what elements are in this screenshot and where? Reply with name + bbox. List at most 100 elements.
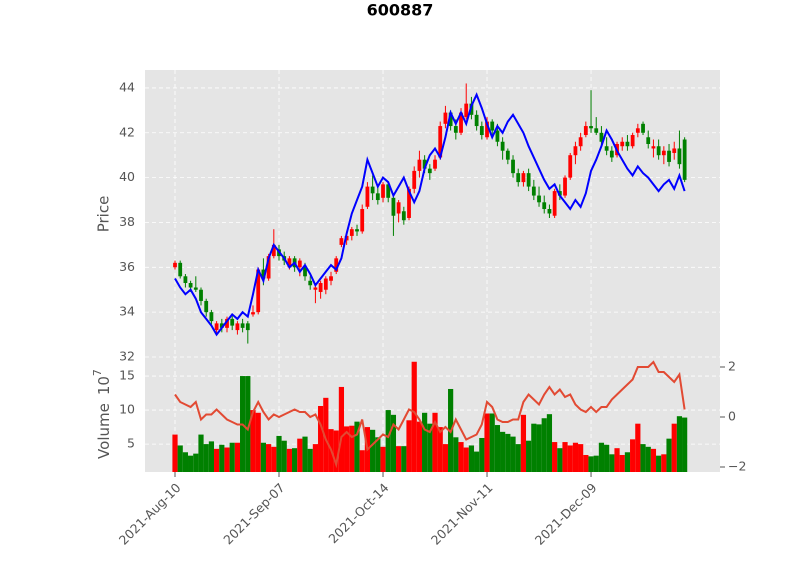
volume-bar <box>526 440 532 472</box>
y2-tick-label: −2 <box>728 459 746 474</box>
candle-body <box>323 278 328 290</box>
volume-bar <box>281 440 287 472</box>
moving-average-line <box>174 92 686 337</box>
candle-body <box>396 202 401 214</box>
marks <box>172 83 688 472</box>
volume-bar <box>437 427 443 472</box>
candle-body <box>339 238 344 245</box>
volume-tick-label: 15 <box>119 368 135 383</box>
volume-bar <box>432 412 438 472</box>
candle-body <box>349 229 354 236</box>
volume-bar <box>474 451 480 472</box>
candle-body <box>474 114 479 127</box>
candle-body <box>370 186 375 194</box>
candle-body <box>594 128 599 133</box>
volume-bar <box>676 416 683 472</box>
x-tick-label: 2021-Aug-10 <box>116 480 184 548</box>
candle-body <box>225 318 229 328</box>
volume-bar <box>245 376 251 472</box>
candle-body <box>355 229 359 232</box>
volume-bar <box>234 442 241 472</box>
y-tick-label: 40 <box>119 169 135 184</box>
candle-body <box>375 193 380 201</box>
volume-bar <box>583 454 589 472</box>
candle-body <box>526 173 531 187</box>
volume-bar <box>422 412 428 472</box>
y-tick-label: 42 <box>119 124 135 139</box>
volume-bar <box>536 424 542 472</box>
y2-tick-label: 2 <box>728 359 736 374</box>
candle-body <box>193 287 198 290</box>
volume-bar <box>385 410 391 472</box>
volume-tick-label: 10 <box>119 402 135 417</box>
candle-body <box>620 141 625 147</box>
candle-body <box>609 150 614 158</box>
volume-bar <box>390 414 397 472</box>
volume-multiplier: 10 <box>95 376 113 395</box>
volume-bar <box>650 448 657 472</box>
volume-label: Volume <box>95 403 113 459</box>
volume-bar <box>598 442 605 472</box>
candle-body <box>318 283 323 292</box>
volume-bar <box>338 386 345 472</box>
volume-bar <box>567 445 573 472</box>
candle-body <box>443 112 448 124</box>
y-tick-label: 44 <box>119 79 135 94</box>
candle-body <box>334 258 339 272</box>
candle-body <box>568 155 573 178</box>
volume-bar <box>401 446 407 472</box>
volume-exponent: 7 <box>91 369 104 376</box>
candle-body <box>219 323 224 328</box>
candle-body <box>677 148 682 165</box>
volume-bar <box>286 448 293 472</box>
candle-body <box>552 191 557 216</box>
candle-body <box>365 186 370 207</box>
candle-body <box>422 159 427 169</box>
candle-body <box>490 121 495 131</box>
candle-body <box>604 146 609 151</box>
volume-bar <box>188 455 194 472</box>
candle-body <box>245 323 250 331</box>
volume-bar <box>588 456 594 472</box>
volume-bar <box>276 435 282 472</box>
volume-bar <box>193 453 199 472</box>
candle-body <box>589 126 593 129</box>
candle-body <box>271 244 276 257</box>
candle-body <box>391 197 396 216</box>
x-tick-label: 2021-Nov-11 <box>428 480 496 548</box>
x-tick-label: 2021-Sep-07 <box>220 480 287 547</box>
volume-bar <box>224 447 230 472</box>
volume-bar <box>640 444 646 472</box>
candle-body <box>635 128 640 133</box>
y2-line <box>174 360 686 469</box>
volume-bar <box>468 445 475 472</box>
volume-bar <box>656 455 662 472</box>
candle-body <box>204 300 209 313</box>
volume-bar <box>370 429 376 472</box>
candle-body <box>308 280 313 286</box>
candle-body <box>656 146 661 156</box>
candle-body <box>448 112 453 127</box>
volume-bar <box>479 437 485 472</box>
volume-bar <box>572 442 579 472</box>
volume-bar <box>312 444 319 472</box>
volume-bar <box>484 413 490 472</box>
volume-bar <box>531 423 537 472</box>
volume-bar <box>552 442 558 472</box>
volume-bar <box>214 448 220 472</box>
volume-bar <box>271 446 277 472</box>
candle-body <box>505 150 510 160</box>
volume-bar <box>489 413 495 472</box>
volume-bar <box>380 446 386 472</box>
candle-body <box>672 148 677 153</box>
candle-body <box>251 312 255 315</box>
candle-body <box>360 209 365 232</box>
volume-bar <box>307 448 313 472</box>
volume-bar <box>630 439 636 472</box>
candle-body <box>573 146 578 156</box>
candle-body <box>235 323 240 331</box>
volume-bar <box>427 423 433 472</box>
candle-body <box>651 146 656 149</box>
candle-body <box>578 137 583 147</box>
